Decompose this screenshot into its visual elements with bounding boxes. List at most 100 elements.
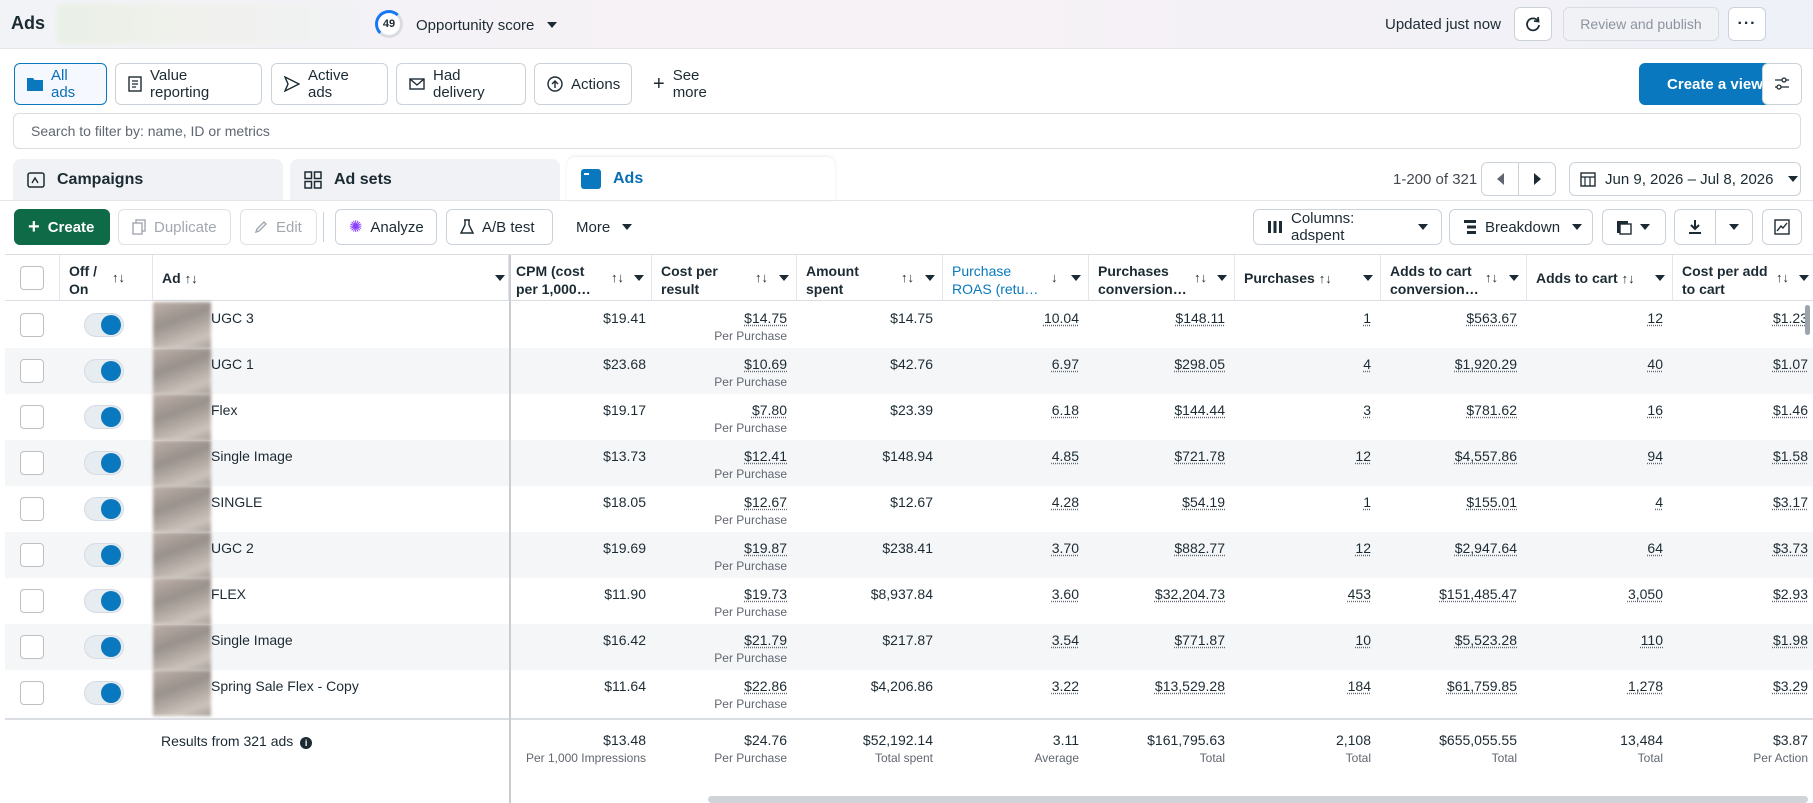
ad-thumbnail[interactable] [153, 348, 211, 394]
ad-status-toggle[interactable] [84, 681, 124, 705]
info-icon[interactable]: i [300, 737, 312, 749]
row-checkbox[interactable] [20, 497, 44, 521]
cell-purchases-conversion[interactable]: $54.19 [1182, 494, 1225, 510]
column-amount-spent[interactable]: Amount spent ↑↓ [797, 255, 943, 301]
account-selector[interactable] [57, 4, 357, 44]
column-purchase-roas[interactable]: Purchase ROAS (retu… ↓ [943, 255, 1089, 301]
cell-adds-to-cart[interactable]: 40 [1647, 356, 1663, 372]
cell-purchases[interactable]: 12 [1355, 540, 1371, 556]
cell-purchases-conversion[interactable]: $721.78 [1174, 448, 1225, 464]
cell-adds-to-cart[interactable]: 3,050 [1628, 586, 1663, 602]
cell-purchases[interactable]: 453 [1348, 586, 1371, 602]
analyze-button[interactable]: ✺ Analyze [335, 209, 437, 245]
cell-purchases-conversion[interactable]: $882.77 [1174, 540, 1225, 556]
ad-status-toggle[interactable] [84, 543, 124, 567]
cell-cost-per-add-to-cart[interactable]: $3.73 [1773, 540, 1808, 556]
view-settings-button[interactable] [1762, 63, 1802, 105]
cell-adds-to-cart-conversion[interactable]: $155.01 [1466, 494, 1517, 510]
see-more-views[interactable]: + See more [640, 63, 750, 105]
row-checkbox[interactable] [20, 635, 44, 659]
ad-name-link[interactable]: Spring Sale Flex - Copy [211, 678, 359, 694]
ad-name-link[interactable]: UGC 3 [211, 310, 254, 326]
cell-purchases[interactable]: 184 [1348, 678, 1371, 694]
cell-cost-per-add-to-cart[interactable]: $2.93 [1773, 586, 1808, 602]
charts-button[interactable] [1762, 209, 1802, 245]
cell-purchase-roas[interactable]: 3.22 [1052, 678, 1079, 694]
cell-purchases[interactable]: 12 [1355, 448, 1371, 464]
search-input[interactable]: Search to filter by: name, ID or metrics [13, 113, 1801, 149]
export-button[interactable] [1674, 209, 1716, 245]
cell-cost-per-add-to-cart[interactable]: $1.07 [1773, 356, 1808, 372]
cell-cost-per-add-to-cart[interactable]: $3.29 [1773, 678, 1808, 694]
tab-ads[interactable]: Ads [567, 157, 835, 201]
ad-status-toggle[interactable] [84, 497, 124, 521]
cell-cost-per-result[interactable]: $19.73 [744, 586, 787, 602]
review-publish-button[interactable]: Review and publish [1563, 7, 1719, 41]
ad-name-link[interactable]: Single Image [211, 632, 293, 648]
table-row[interactable]: UGC 2 $19.69 $19.87 Per Purchase $238.41 3.70… [5, 532, 1813, 578]
table-row[interactable]: Spring Sale Flex - Copy $11.64 $22.86 Per P… [5, 670, 1813, 716]
more-options-button[interactable]: ··· [1728, 7, 1766, 41]
cell-adds-to-cart-conversion[interactable]: $151,485.47 [1439, 586, 1517, 602]
column-cost-per-result[interactable]: Cost per result ↑↓ [652, 255, 797, 301]
cell-purchases[interactable]: 1 [1363, 494, 1371, 510]
cell-cost-per-add-to-cart[interactable]: $1.58 [1773, 448, 1808, 464]
reports-dropdown[interactable] [1602, 209, 1666, 245]
next-page-button[interactable] [1518, 162, 1556, 196]
ad-thumbnail[interactable] [153, 440, 211, 486]
cell-purchase-roas[interactable]: 4.85 [1052, 448, 1079, 464]
ad-name-link[interactable]: UGC 1 [211, 356, 254, 372]
cell-cost-per-result[interactable]: $10.69 [744, 356, 787, 372]
view-all-ads[interactable]: All ads [14, 63, 107, 105]
table-row[interactable]: FLEX $11.90 $19.73 Per Purchase $8,937.84 3.6… [5, 578, 1813, 624]
row-checkbox[interactable] [20, 313, 44, 337]
cell-purchases-conversion[interactable]: $144.44 [1174, 402, 1225, 418]
date-range-picker[interactable]: Jun 9, 2026 – Jul 8, 2026 [1569, 162, 1801, 196]
column-ad[interactable]: Ad ↑↓ [153, 255, 509, 301]
create-button[interactable]: + Create [14, 209, 110, 245]
column-purchases-conversion[interactable]: Purchases conversion… ↑↓ [1089, 255, 1235, 301]
ad-name-link[interactable]: SINGLE [211, 494, 262, 510]
cell-adds-to-cart[interactable]: 1,278 [1628, 678, 1663, 694]
cell-cost-per-add-to-cart[interactable]: $1.46 [1773, 402, 1808, 418]
ad-thumbnail[interactable] [153, 486, 211, 532]
opportunity-score-ring[interactable]: 49 [375, 10, 403, 38]
row-checkbox[interactable] [20, 451, 44, 475]
cell-adds-to-cart[interactable]: 94 [1647, 448, 1663, 464]
cell-purchase-roas[interactable]: 6.18 [1052, 402, 1079, 418]
table-row[interactable]: Flex $19.17 $7.80 Per Purchase $23.39 6.18 $14… [5, 394, 1813, 440]
opportunity-score-dropdown[interactable]: Opportunity score [416, 17, 557, 34]
table-row[interactable]: UGC 3 $19.41 $14.75 Per Purchase $14.75 10.04… [5, 302, 1813, 348]
duplicate-button[interactable]: Duplicate [118, 209, 231, 245]
cell-cost-per-result[interactable]: $14.75 [744, 310, 787, 326]
cell-adds-to-cart[interactable]: 16 [1647, 402, 1663, 418]
cell-purchases[interactable]: 1 [1363, 310, 1371, 326]
more-actions-dropdown[interactable]: More [562, 209, 642, 245]
ad-status-toggle[interactable] [84, 635, 124, 659]
row-checkbox[interactable] [20, 405, 44, 429]
edit-button[interactable]: Edit [240, 209, 317, 245]
view-had-delivery[interactable]: Had delivery [396, 63, 526, 105]
cell-purchase-roas[interactable]: 10.04 [1044, 310, 1079, 326]
column-cost-per-add-to-cart[interactable]: Cost per add to cart ↑↓ [1673, 255, 1813, 301]
cell-cost-per-add-to-cart[interactable]: $3.17 [1773, 494, 1808, 510]
ad-thumbnail[interactable] [153, 532, 211, 578]
view-value-reporting[interactable]: Value reporting [115, 63, 262, 105]
cell-adds-to-cart-conversion[interactable]: $61,759.85 [1447, 678, 1517, 694]
cell-adds-to-cart-conversion[interactable]: $1,920.29 [1455, 356, 1517, 372]
cell-cost-per-result[interactable]: $7.80 [752, 402, 787, 418]
refresh-button[interactable] [1514, 7, 1552, 41]
cell-adds-to-cart[interactable]: 110 [1641, 632, 1663, 648]
row-checkbox[interactable] [20, 681, 44, 705]
ad-status-toggle[interactable] [84, 589, 124, 613]
cell-purchase-roas[interactable]: 3.70 [1052, 540, 1079, 556]
cell-adds-to-cart-conversion[interactable]: $563.67 [1466, 310, 1517, 326]
row-checkbox[interactable] [20, 543, 44, 567]
view-active-ads[interactable]: Active ads [271, 63, 388, 105]
cell-purchases-conversion[interactable]: $771.87 [1174, 632, 1225, 648]
table-row[interactable]: Single Image $13.73 $12.41 Per Purchase $148… [5, 440, 1813, 486]
column-adds-to-cart[interactable]: Adds to cart ↑↓ [1527, 255, 1673, 301]
ad-thumbnail[interactable] [153, 394, 211, 440]
cell-purchases-conversion[interactable]: $298.05 [1174, 356, 1225, 372]
cell-cost-per-add-to-cart[interactable]: $1.98 [1773, 632, 1808, 648]
